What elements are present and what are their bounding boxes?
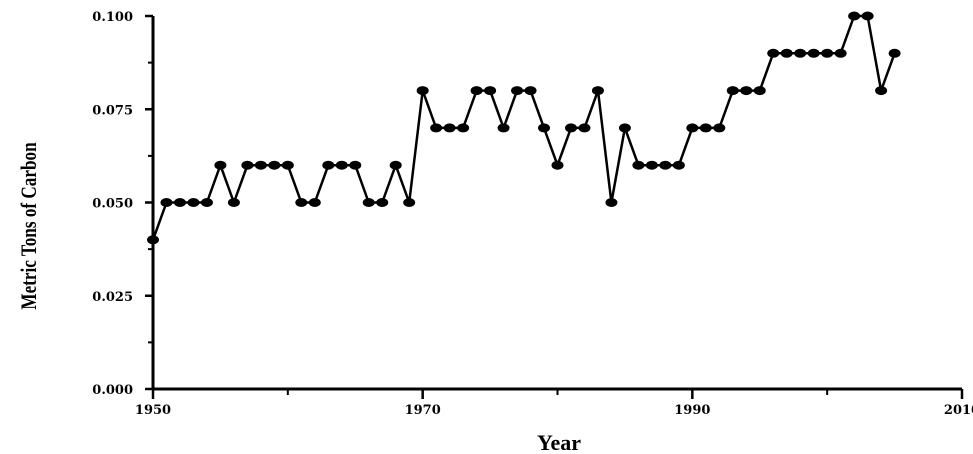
data-point (821, 48, 834, 58)
data-point (713, 123, 726, 133)
data-point (214, 160, 227, 170)
x-axis-title: Year (537, 430, 581, 454)
x-tick-label: 2010 (944, 403, 973, 418)
data-point (632, 160, 645, 170)
data-point (349, 160, 362, 170)
data-point (322, 160, 335, 170)
data-point (416, 86, 429, 96)
data-point (564, 123, 577, 133)
data-point (281, 160, 294, 170)
data-point (187, 198, 200, 207)
series-layer (147, 11, 901, 245)
series-line (151, 14, 896, 241)
x-tick-label: 1950 (135, 403, 171, 418)
data-point (389, 160, 402, 170)
data-point (780, 48, 793, 58)
data-point (268, 160, 281, 170)
data-point (227, 198, 240, 207)
data-point (807, 48, 820, 58)
y-tick-label: 0.100 (92, 10, 133, 25)
y-tick-label: 0.000 (92, 383, 133, 398)
data-point (254, 160, 267, 170)
data-point (875, 86, 888, 96)
data-point (160, 198, 173, 207)
data-point (794, 48, 807, 58)
data-point (726, 86, 739, 96)
data-point (740, 86, 753, 96)
data-point (767, 48, 780, 58)
data-point (511, 86, 524, 96)
data-point (699, 123, 712, 133)
data-point (888, 48, 901, 58)
y-axis-title: Metric Tons of Carbon (17, 142, 42, 309)
data-point (497, 123, 510, 133)
data-point (362, 198, 375, 207)
data-point (403, 198, 416, 207)
data-point (834, 48, 847, 58)
data-point (457, 123, 470, 133)
data-point (659, 160, 672, 170)
data-point (147, 235, 159, 245)
x-tick-label: 1970 (405, 403, 441, 418)
data-point (524, 86, 537, 96)
data-point (335, 160, 348, 170)
data-point (241, 160, 254, 170)
data-point (848, 11, 861, 21)
data-point (430, 123, 443, 133)
x-tick-label: 1990 (674, 403, 710, 418)
data-point (200, 198, 213, 207)
data-point (538, 123, 551, 133)
data-point (470, 86, 483, 96)
y-tick-label: 0.050 (92, 197, 133, 212)
data-point (605, 198, 618, 207)
data-point (686, 123, 699, 133)
data-point (308, 198, 321, 207)
data-point (484, 86, 497, 96)
axes (151, 16, 962, 391)
data-point (861, 11, 874, 21)
y-tick-label: 0.025 (92, 290, 133, 305)
data-point (173, 198, 186, 207)
data-point (578, 123, 591, 133)
data-point (376, 198, 389, 207)
data-point (672, 160, 685, 170)
y-tick-label: 0.075 (92, 103, 133, 118)
ticks: 0.000 0.025 0.050 0.075 0.100 1950 1970 1990 201… (92, 10, 973, 418)
data-point (618, 123, 631, 133)
data-point (753, 86, 766, 96)
data-point (591, 86, 604, 96)
data-point (551, 160, 564, 170)
data-point (443, 123, 456, 133)
data-point (645, 160, 658, 170)
data-point (295, 198, 308, 207)
